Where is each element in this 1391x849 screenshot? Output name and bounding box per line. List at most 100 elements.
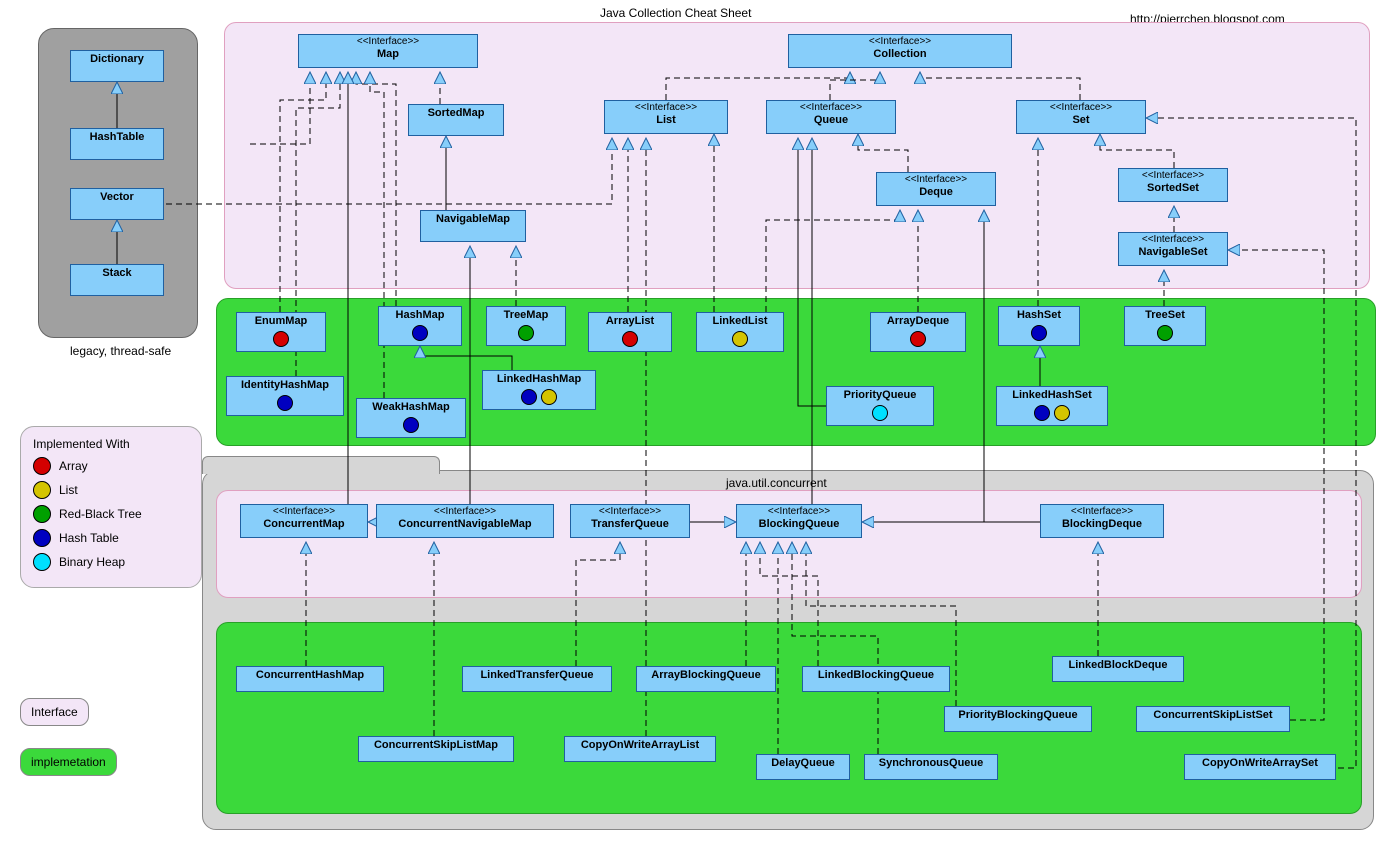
node-Stack: Stack bbox=[70, 264, 164, 296]
node-label: Set bbox=[1019, 114, 1143, 127]
node-HashSet: HashSet bbox=[998, 306, 1080, 346]
impl-dot-array bbox=[910, 331, 926, 347]
stereotype-label: <<Interface>> bbox=[573, 506, 687, 518]
node-label: HashSet bbox=[1001, 309, 1077, 322]
edge-Deque-to-Queue bbox=[858, 134, 908, 172]
node-impl-dots bbox=[239, 328, 323, 351]
edge-Queue-to-Collection bbox=[830, 72, 880, 100]
node-label: ConcurrentMap bbox=[243, 518, 365, 531]
legend-row-list: List bbox=[33, 481, 189, 499]
node-label: PriorityQueue bbox=[829, 389, 931, 402]
node-Queue: <<Interface>>Queue bbox=[766, 100, 896, 134]
legend-row-hashtable: Hash Table bbox=[33, 529, 189, 547]
node-label: ConcurrentNavigableMap bbox=[379, 518, 551, 531]
impl-dot-rbtree bbox=[1157, 325, 1173, 341]
legend-dot-rbtree bbox=[33, 505, 51, 523]
node-IdentityHashMap: IdentityHashMap bbox=[226, 376, 344, 416]
node-impl-dots bbox=[829, 402, 931, 425]
node-label: LinkedBlockDeque bbox=[1055, 659, 1181, 672]
node-label: ArrayList bbox=[591, 315, 669, 328]
stereotype-label: <<Interface>> bbox=[769, 102, 893, 114]
impl-dot-hashtable bbox=[1031, 325, 1047, 341]
impl-dot-list bbox=[1054, 405, 1070, 421]
node-ConcurrentMap: <<Interface>>ConcurrentMap bbox=[240, 504, 368, 538]
impl-dot-hashtable bbox=[277, 395, 293, 411]
legend-row-rbtree: Red-Black Tree bbox=[33, 505, 189, 523]
stereotype-label: <<Interface>> bbox=[1043, 506, 1161, 518]
node-LinkedHashSet: LinkedHashSet bbox=[996, 386, 1108, 426]
stereotype-label: <<Interface>> bbox=[1019, 102, 1143, 114]
node-BlockingQueue: <<Interface>>BlockingQueue bbox=[736, 504, 862, 538]
node-ArrayList: ArrayList bbox=[588, 312, 672, 352]
edge-Vector-to-List bbox=[166, 138, 612, 204]
node-impl-dots bbox=[873, 328, 963, 351]
node-label: CopyOnWriteArrayList bbox=[567, 739, 713, 752]
node-impl-dots bbox=[489, 322, 563, 345]
stereotype-label: <<Interface>> bbox=[379, 506, 551, 518]
node-label: IdentityHashMap bbox=[229, 379, 341, 392]
node-label: LinkedHashMap bbox=[485, 373, 593, 386]
impl-dot-hashtable bbox=[412, 325, 428, 341]
node-NavigableSet: <<Interface>>NavigableSet bbox=[1118, 232, 1228, 266]
node-impl-dots bbox=[359, 414, 463, 437]
node-PriorityBlockingQueue: PriorityBlockingQueue bbox=[944, 706, 1092, 732]
edge-LinkedBlockingQueue-to-BlockingQueue bbox=[760, 542, 818, 666]
node-BlockingDeque: <<Interface>>BlockingDeque bbox=[1040, 504, 1164, 538]
node-label: TreeSet bbox=[1127, 309, 1203, 322]
node-impl-dots bbox=[1001, 322, 1077, 345]
impl-dot-hashtable bbox=[1034, 405, 1050, 421]
node-ArrayDeque: ArrayDeque bbox=[870, 312, 966, 352]
node-Map: <<Interface>>Map bbox=[298, 34, 478, 68]
impl-dot-list bbox=[541, 389, 557, 405]
node-label: SortedMap bbox=[411, 107, 501, 120]
edge-List-to-Collection bbox=[666, 72, 850, 100]
edge-ConcurrentSkipListSet-to-NavigableSet bbox=[1228, 250, 1324, 720]
legend-row-array: Array bbox=[33, 457, 189, 475]
node-SynchronousQueue: SynchronousQueue bbox=[864, 754, 998, 780]
node-label: LinkedBlockingQueue bbox=[805, 669, 947, 682]
node-label: PriorityBlockingQueue bbox=[947, 709, 1089, 722]
stereotype-label: <<Interface>> bbox=[739, 506, 859, 518]
impl-dot-hashtable bbox=[403, 417, 419, 433]
node-List: <<Interface>>List bbox=[604, 100, 728, 134]
node-Vector: Vector bbox=[70, 188, 164, 220]
legacy-caption: legacy, thread-safe bbox=[70, 344, 171, 358]
node-impl-dots bbox=[591, 328, 669, 351]
node-ArrayBlockingQueue: ArrayBlockingQueue bbox=[636, 666, 776, 692]
legend-label: Array bbox=[59, 459, 88, 473]
legend-title: Implemented With bbox=[33, 437, 189, 451]
legend-label: List bbox=[59, 483, 78, 497]
stereotype-label: <<Interface>> bbox=[791, 36, 1009, 48]
edge-LinkedList-to-Deque bbox=[766, 210, 900, 312]
swatch-implementation: implemetation bbox=[20, 748, 117, 776]
node-impl-dots bbox=[699, 328, 781, 351]
node-label: Map bbox=[301, 48, 475, 61]
legend-dot-hashtable bbox=[33, 529, 51, 547]
node-ConcurrentHashMap: ConcurrentHashMap bbox=[236, 666, 384, 692]
node-label: SynchronousQueue bbox=[867, 757, 995, 770]
node-label: ConcurrentSkipListMap bbox=[361, 739, 511, 752]
stereotype-label: <<Interface>> bbox=[301, 36, 475, 48]
node-label: HashMap bbox=[381, 309, 459, 322]
node-EnumMap: EnumMap bbox=[236, 312, 326, 352]
edge-SortedSet-to-Set bbox=[1100, 134, 1174, 168]
node-CopyOnWriteArrayList: CopyOnWriteArrayList bbox=[564, 736, 716, 762]
node-label: Queue bbox=[769, 114, 893, 127]
node-Set: <<Interface>>Set bbox=[1016, 100, 1146, 134]
node-label: TreeMap bbox=[489, 309, 563, 322]
node-WeakHashMap: WeakHashMap bbox=[356, 398, 466, 438]
node-Deque: <<Interface>>Deque bbox=[876, 172, 996, 206]
node-label: LinkedHashSet bbox=[999, 389, 1105, 402]
node-SortedSet: <<Interface>>SortedSet bbox=[1118, 168, 1228, 202]
node-DelayQueue: DelayQueue bbox=[756, 754, 850, 780]
node-TransferQueue: <<Interface>>TransferQueue bbox=[570, 504, 690, 538]
node-impl-dots bbox=[1127, 322, 1203, 345]
legend-implemented-with: Implemented With Array List Red-Black Tree… bbox=[20, 426, 202, 588]
node-ConcurrentNavigableMap: <<Interface>>ConcurrentNavigableMap bbox=[376, 504, 554, 538]
stereotype-label: <<Interface>> bbox=[607, 102, 725, 114]
node-TreeMap: TreeMap bbox=[486, 306, 566, 346]
concurrent-caption: java.util.concurrent bbox=[726, 476, 827, 490]
impl-dot-array bbox=[273, 331, 289, 347]
stereotype-label: <<Interface>> bbox=[1121, 170, 1225, 182]
stereotype-label: <<Interface>> bbox=[1121, 234, 1225, 246]
